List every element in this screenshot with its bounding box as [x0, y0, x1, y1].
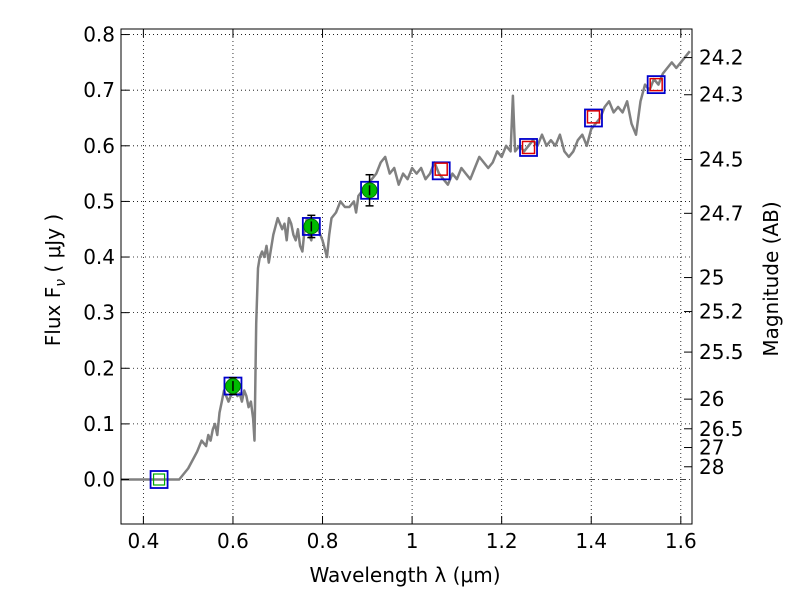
y2-tick-label: 24.2	[699, 46, 744, 70]
x-axis-label: Wavelength λ (μm)	[309, 563, 500, 587]
y-tick-label: 0.8	[83, 23, 115, 47]
y-tick-label: 0.3	[83, 301, 115, 325]
y-tick-label: 0.6	[83, 134, 115, 158]
y2-tick-label: 24.5	[699, 147, 744, 171]
y-tick-label: 0.0	[83, 468, 115, 492]
y-axis-label-main: Flux F	[41, 287, 65, 346]
y-tick-label: 0.1	[83, 412, 115, 436]
x-tick-label: 0.6	[217, 529, 249, 553]
y2-tick-label: 24.7	[699, 201, 744, 225]
y2-tick-label: 25.5	[699, 340, 744, 364]
y2-tick-label: 28	[699, 455, 724, 479]
y-axis-label: Flux Fν ( μJy )	[41, 214, 69, 346]
y-tick-label: 0.7	[83, 78, 115, 102]
x-tick-label: 0.8	[307, 529, 339, 553]
y2-axis-label: Magnitude (AB)	[759, 201, 783, 356]
y-tick-label: 0.2	[83, 356, 115, 380]
x-tick-label: 1.4	[575, 529, 607, 553]
y2-tick-label: 25	[699, 266, 724, 290]
y-tick-label: 0.5	[83, 189, 115, 213]
y2-tick-label: 26	[699, 387, 724, 411]
y-axis-label-sub: ν	[53, 279, 69, 287]
x-tick-label: 1.2	[486, 529, 518, 553]
spectrum-line	[121, 51, 690, 479]
y-axis-label-unit: ( μJy )	[41, 214, 65, 279]
x-tick-label: 1	[406, 529, 419, 553]
x-tick-label: 1.6	[665, 529, 697, 553]
y2-tick-label: 25.2	[699, 300, 744, 324]
y2-tick-label: 24.3	[699, 83, 744, 107]
axes-layer: 0.4 0.6 0.8 1 1.2 1.4 1.6 0.0 0.1 0.2 0.3 0.4 0.5 0.6…	[83, 23, 743, 553]
y-tick-label: 0.4	[83, 245, 115, 269]
plot-layer	[121, 51, 690, 488]
x-tick-label: 0.4	[127, 529, 159, 553]
